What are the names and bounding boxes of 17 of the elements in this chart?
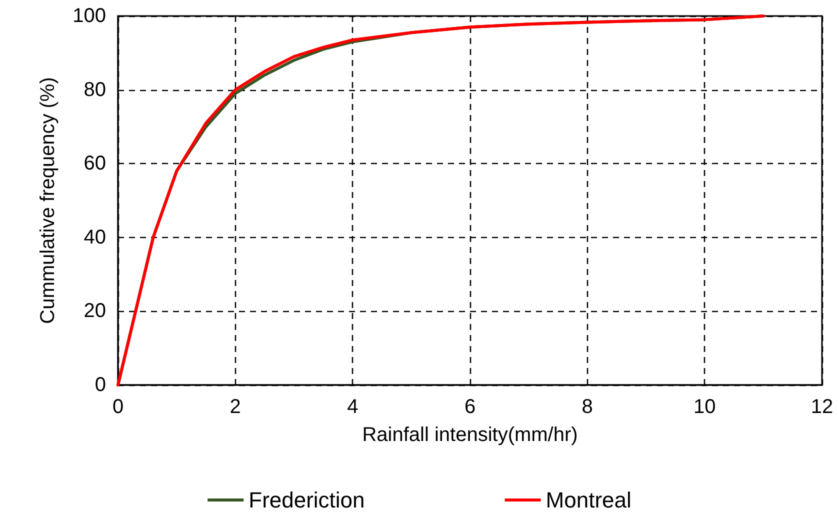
x-tick-label: 10 [694, 396, 716, 418]
x-tick-label: 0 [112, 396, 124, 418]
y-tick-label: 100 [72, 5, 106, 27]
y-tick-label: 20 [84, 300, 106, 322]
x-tick-label: 4 [347, 396, 358, 418]
y-tick-label: 80 [84, 78, 106, 101]
legend-label: Frederiction [248, 488, 365, 512]
x-tick-label: 2 [230, 396, 241, 418]
y-axis-title: Cummulative frequency (%) [37, 77, 59, 324]
x-tick-label: 8 [582, 396, 593, 418]
legend-label: Montreal [546, 488, 632, 512]
y-tick-label: 0 [94, 374, 106, 396]
x-tick-label: 6 [464, 396, 476, 418]
x-tick-label: 12 [810, 396, 834, 418]
y-tick-label: 60 [84, 152, 106, 175]
y-tick-label: 40 [84, 226, 106, 248]
x-axis-title: Rainfall intensity(mm/hr) [362, 424, 578, 446]
